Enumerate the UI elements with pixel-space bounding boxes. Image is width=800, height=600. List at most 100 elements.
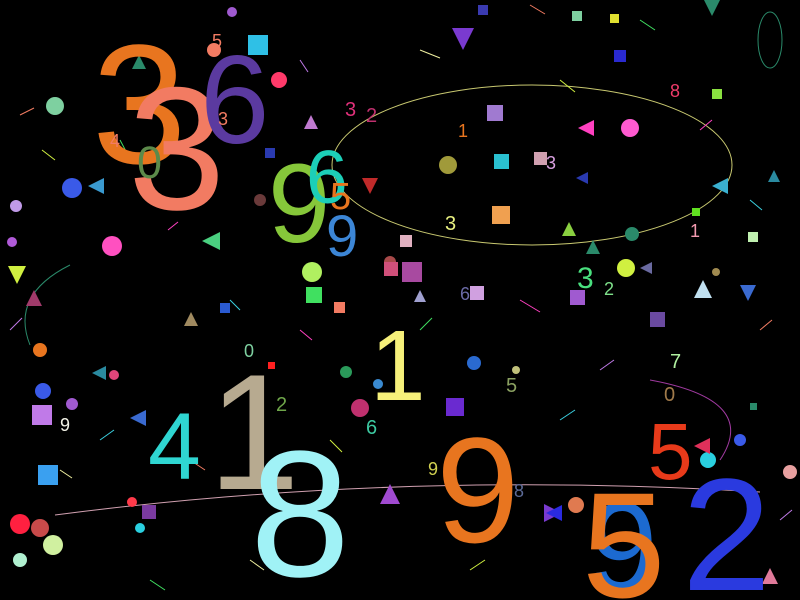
confetti-triangle xyxy=(26,290,42,306)
confetti-square xyxy=(265,148,275,158)
confetti-square xyxy=(306,287,322,303)
confetti-streak xyxy=(529,4,546,15)
confetti-square xyxy=(570,290,585,305)
confetti-triangle xyxy=(576,172,588,184)
confetti-triangle xyxy=(452,28,474,50)
confetti-circle xyxy=(10,514,30,534)
confetti-circle xyxy=(135,523,145,533)
confetti-triangle xyxy=(304,115,318,129)
confetti-square xyxy=(748,232,758,242)
confetti-streak xyxy=(759,319,773,331)
confetti-triangle xyxy=(762,568,778,584)
digit-2: 2 xyxy=(366,105,378,127)
digit-3: 3 xyxy=(128,52,226,247)
confetti-square xyxy=(470,286,484,300)
large-ellipse-curve xyxy=(331,84,733,246)
small-arc-curve xyxy=(757,11,783,69)
digit-2: 2 xyxy=(276,394,288,416)
confetti-circle xyxy=(700,452,716,468)
digit-9: 9 xyxy=(326,204,359,269)
confetti-circle xyxy=(35,383,51,399)
confetti-circle xyxy=(62,178,82,198)
digit-2: 2 xyxy=(682,445,771,600)
confetti-triangle xyxy=(414,290,426,302)
confetti-circle xyxy=(46,97,64,115)
confetti-streak xyxy=(299,59,309,73)
confetti-square xyxy=(220,303,230,313)
confetti-streak xyxy=(519,299,541,313)
confetti-triangle xyxy=(586,240,600,254)
digit-3: 3 xyxy=(577,262,594,295)
digit-8: 8 xyxy=(670,81,681,101)
confetti-square xyxy=(492,206,510,224)
confetti-streak xyxy=(249,559,265,571)
digit-9: 9 xyxy=(428,459,439,479)
digit-2: 2 xyxy=(604,279,615,299)
confetti-square xyxy=(32,405,52,425)
confetti-circle xyxy=(13,553,27,567)
confetti-streak xyxy=(41,149,56,161)
confetti-square xyxy=(446,398,464,416)
confetti-streak xyxy=(229,299,241,311)
confetti-circle xyxy=(439,156,457,174)
digit-5: 5 xyxy=(212,31,223,51)
digit-4: 4 xyxy=(110,131,121,151)
confetti-triangle xyxy=(92,366,106,380)
confetti-square xyxy=(487,105,503,121)
confetti-circle xyxy=(207,43,221,57)
confetti-square xyxy=(38,465,58,485)
confetti-triangle xyxy=(362,178,378,194)
confetti-circle xyxy=(568,497,584,513)
confetti-circle xyxy=(302,262,322,282)
confetti-streak xyxy=(59,469,73,479)
digit-1: 1 xyxy=(690,221,701,241)
confetti-square xyxy=(650,312,665,327)
confetti-square xyxy=(334,302,345,313)
confetti-circle xyxy=(31,519,49,537)
digit-5: 5 xyxy=(506,375,518,397)
digit-3: 3 xyxy=(345,99,357,121)
confetti-triangle xyxy=(130,410,146,426)
confetti-circle xyxy=(512,366,520,374)
confetti-triangle xyxy=(132,55,146,69)
confetti-circle xyxy=(109,370,119,380)
digit-7: 7 xyxy=(670,351,682,373)
confetti-circle xyxy=(102,236,122,256)
confetti-triangle xyxy=(380,484,400,504)
confetti-triangle xyxy=(712,178,728,194)
confetti-circle xyxy=(227,7,237,17)
confetti-circle xyxy=(458,444,466,452)
confetti-circle xyxy=(625,227,639,241)
confetti-triangle xyxy=(740,285,756,301)
confetti-streak xyxy=(469,559,486,571)
confetti-square xyxy=(534,152,547,165)
confetti-square xyxy=(400,235,412,247)
streak-group xyxy=(9,4,793,591)
confetti-circle xyxy=(66,398,78,410)
confetti-triangle xyxy=(578,120,594,136)
digit-3: 3 xyxy=(218,109,229,129)
confetti-streak xyxy=(599,359,615,371)
confetti-circle xyxy=(254,194,266,206)
digit-1: 1 xyxy=(458,121,469,141)
confetti-streak xyxy=(299,329,313,341)
confetti-circle xyxy=(617,259,635,277)
confetti-circle xyxy=(340,366,352,378)
digit-1: 1 xyxy=(370,310,426,422)
digit-0: 0 xyxy=(137,137,163,188)
confetti-square xyxy=(610,14,619,23)
confetti-circle xyxy=(712,268,720,276)
digit-9: 9 xyxy=(60,415,71,435)
confetti-triangle xyxy=(768,170,780,182)
confetti-circle xyxy=(783,465,797,479)
confetti-square xyxy=(692,208,700,216)
confetti-triangle xyxy=(546,505,562,521)
confetti-triangle xyxy=(562,222,576,236)
digit-3: 3 xyxy=(92,10,187,200)
digit-6: 6 xyxy=(200,31,270,170)
confetti-square xyxy=(478,5,488,15)
digit-0: 0 xyxy=(664,384,676,406)
digit-5: 5 xyxy=(648,407,693,496)
